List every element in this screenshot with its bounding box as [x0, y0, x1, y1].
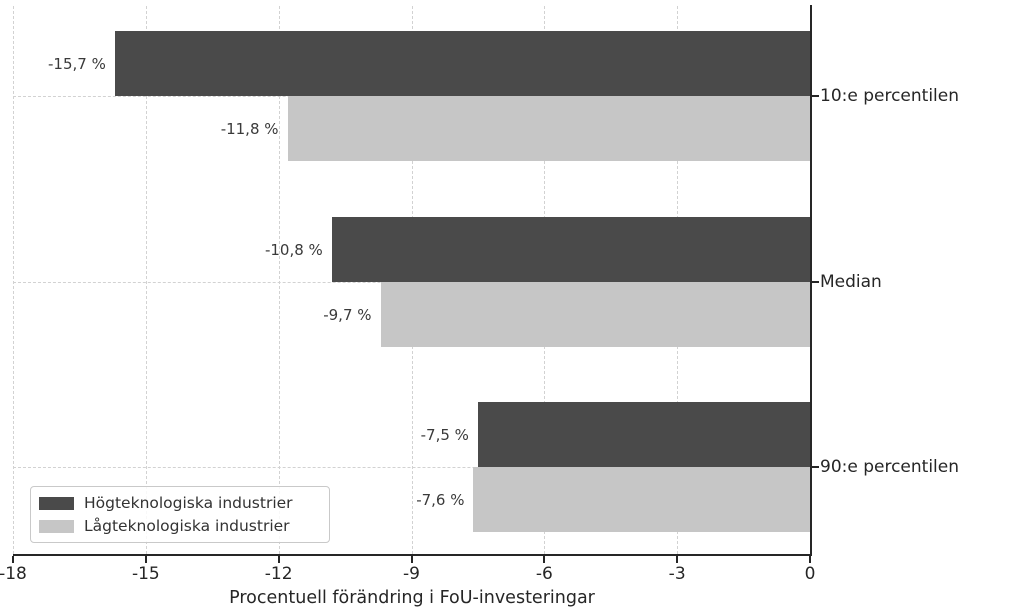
- x-axis-spine: [13, 554, 812, 556]
- x-tick: [809, 556, 811, 563]
- gridline-vertical: [278, 6, 280, 554]
- x-tick-label: -3: [668, 564, 686, 584]
- bar-value-label: -11,8 %: [220, 119, 279, 138]
- x-tick: [144, 556, 147, 563]
- legend: Högteknologiska industrier Lågteknologis…: [30, 486, 330, 543]
- category-label: 90:e percentilen: [820, 457, 960, 477]
- bar-value-label: -15,7 %: [48, 54, 106, 73]
- legend-label: Lågteknologiska industrier: [84, 517, 290, 535]
- x-tick-label: -12: [264, 564, 293, 584]
- x-tick-label: -9: [403, 564, 420, 584]
- gridline-vertical: [13, 6, 14, 554]
- x-tick-label: -18: [0, 564, 27, 584]
- bar: [114, 31, 810, 96]
- category-label: 10:e percentilen: [820, 86, 960, 106]
- bar-value-label: -7,5 %: [420, 425, 469, 444]
- x-tick-label: 0: [804, 564, 816, 584]
- x-tick: [543, 556, 546, 563]
- gridline-vertical: [145, 6, 147, 554]
- x-tick: [410, 556, 413, 563]
- bar: [473, 467, 810, 532]
- bar: [477, 402, 810, 467]
- legend-swatch-light: [39, 519, 74, 533]
- x-tick-label: -15: [131, 564, 160, 584]
- x-tick: [676, 556, 679, 563]
- category-tick: [812, 466, 819, 468]
- x-tick: [12, 556, 14, 563]
- bar: [287, 96, 810, 161]
- bar-value-label: -10,8 %: [264, 240, 323, 259]
- legend-swatch-dark: [39, 496, 74, 510]
- bar: [380, 282, 810, 347]
- x-axis-label: Procentuell förändring i FoU-investering…: [229, 588, 595, 608]
- bar-value-label: -9,7 %: [323, 305, 372, 324]
- x-tick: [277, 556, 280, 563]
- bar-value-label: -7,6 %: [416, 490, 465, 509]
- x-tick-label: -6: [535, 564, 553, 584]
- category-tick: [812, 95, 819, 97]
- legend-label: Högteknologiska industrier: [84, 494, 293, 512]
- bar: [331, 217, 810, 282]
- y-axis-spine: [810, 5, 812, 555]
- gridline-horizontal: [13, 467, 810, 468]
- category-tick: [812, 281, 819, 283]
- legend-item: Högteknologiska industrier: [39, 494, 319, 512]
- legend-item: Lågteknologiska industrier: [39, 517, 319, 535]
- category-label: Median: [820, 272, 882, 292]
